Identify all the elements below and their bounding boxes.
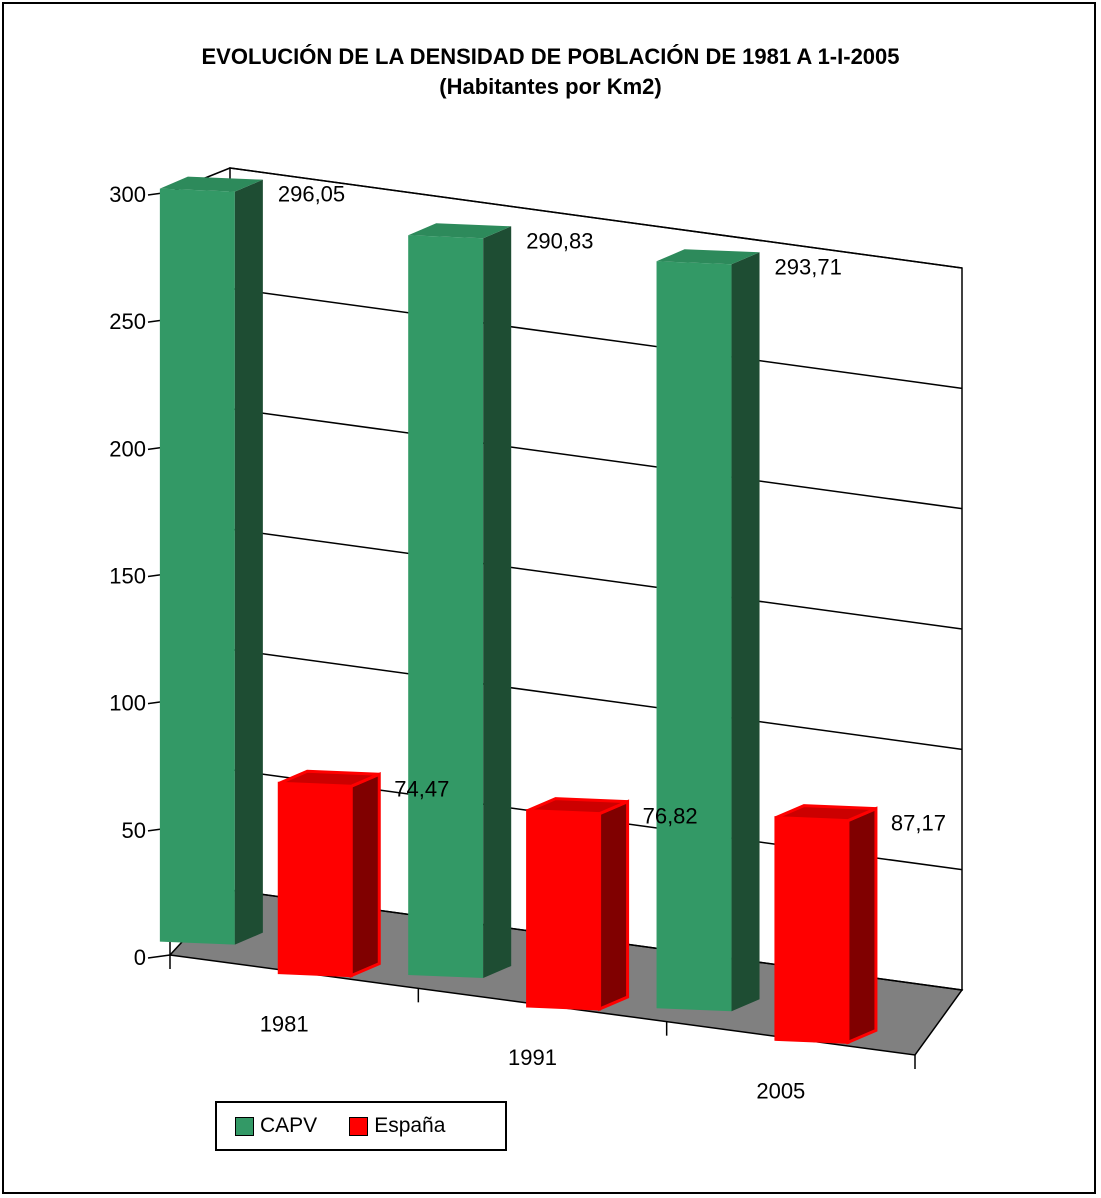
- ytick-label-100: 100: [109, 691, 146, 716]
- bar-españa-2005: [774, 816, 850, 1044]
- legend-swatch-espana: [349, 1116, 369, 1136]
- gridline-200: [229, 407, 963, 510]
- ytick-label-50: 50: [122, 818, 146, 843]
- data-label-capv-1981: 296,05: [278, 182, 345, 207]
- bar-top-capv-2005: [656, 249, 760, 265]
- ytick-mark-0: [147, 954, 171, 959]
- data-label-españa-2005: 87,17: [891, 811, 946, 836]
- bar-españa-1991: [526, 809, 602, 1011]
- bar-capv-1981: [159, 188, 235, 945]
- legend: CAPV España: [215, 1101, 507, 1151]
- chart-title: EVOLUCIÓN DE LA DENSIDAD DE POBLACIÓN DE…: [201, 44, 900, 69]
- bar-capv-2005: [656, 261, 732, 1012]
- bar-top-españa-2005: [775, 804, 877, 823]
- gridline-100: [229, 648, 963, 751]
- legend-item-espana: España: [349, 1114, 445, 1138]
- ytick-label-200: 200: [109, 436, 146, 461]
- bar-side-españa-2005: [846, 806, 878, 1045]
- bar-side-españa-1991: [598, 799, 630, 1012]
- xtick-label-1991: 1991: [508, 1045, 557, 1070]
- bar-capv-1991: [408, 235, 484, 978]
- bar-españa-1981: [277, 781, 353, 978]
- ytick-label-150: 150: [109, 564, 146, 589]
- ytick-label-0: 0: [134, 945, 146, 970]
- bar-side-capv-2005: [731, 252, 760, 1012]
- data-label-españa-1981: 74,47: [394, 776, 449, 801]
- bar-top-capv-1981: [159, 176, 263, 192]
- chart-title-block: EVOLUCIÓN DE LA DENSIDAD DE POBLACIÓN DE…: [0, 42, 1101, 102]
- legend-swatch-capv: [235, 1116, 254, 1136]
- xtick-label-2005: 2005: [756, 1078, 805, 1103]
- data-label-capv-1991: 290,83: [526, 228, 593, 253]
- bar-top-españa-1991: [527, 797, 629, 816]
- legend-item-capv: CAPV: [235, 1114, 317, 1138]
- ytick-label-300: 300: [109, 182, 146, 207]
- legend-label-capv: CAPV: [260, 1114, 318, 1137]
- bar-side-capv-1991: [483, 226, 512, 978]
- data-label-españa-1991: 76,82: [643, 804, 698, 829]
- xtick-label-1981: 1981: [260, 1012, 309, 1037]
- bar-top-capv-1991: [408, 223, 512, 239]
- bar-side-capv-1981: [234, 179, 263, 945]
- bar-top-españa-1981: [278, 769, 380, 788]
- gridline-300: [229, 167, 963, 269]
- data-label-capv-2005: 293,71: [775, 254, 842, 279]
- chart-subtitle: (Habitantes por Km2): [439, 74, 662, 99]
- legend-label-espana: España: [374, 1114, 446, 1137]
- bar-side-españa-1981: [349, 771, 381, 978]
- gridline-150: [229, 528, 963, 630]
- ytick-label-250: 250: [109, 309, 146, 334]
- gridline-250: [229, 287, 963, 390]
